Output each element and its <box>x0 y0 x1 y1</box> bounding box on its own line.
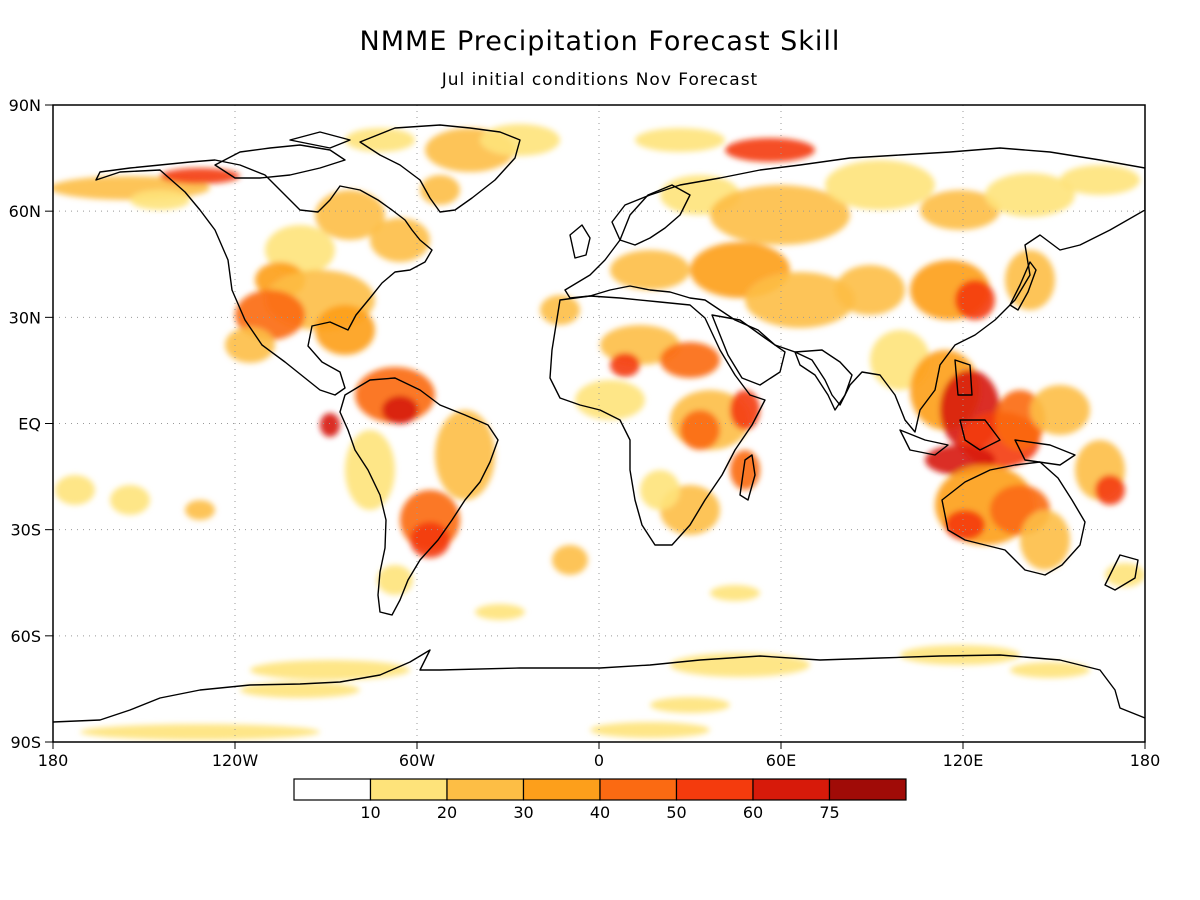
coast-africa <box>549 295 766 546</box>
colorbar-swatch <box>446 778 525 801</box>
map-subtitle: Jul initial conditions Nov Forecast <box>441 70 759 90</box>
lat-tick-label: 30N <box>9 308 41 327</box>
colorbar-label: 60 <box>743 803 763 822</box>
coast-japan <box>1009 261 1037 311</box>
coast-british-isles <box>569 224 591 259</box>
lat-tick-label: 90N <box>9 96 41 115</box>
coast-south-america <box>339 377 499 616</box>
coast-arctic-islands <box>214 131 351 179</box>
lon-tick-label: 180 <box>38 751 69 770</box>
coast-maritime <box>899 359 1076 466</box>
skill-field <box>53 124 1145 740</box>
colorbar-swatch <box>293 778 372 801</box>
colorbar-label: 20 <box>437 803 457 822</box>
coast-north-america <box>95 159 433 396</box>
lon-tick-label: 0 <box>594 751 604 770</box>
skill-shading <box>53 124 1145 740</box>
colorbar-label: 10 <box>360 803 380 822</box>
coast-scandinavia <box>619 184 691 246</box>
colorbar-swatch <box>369 778 448 801</box>
coast-eurasia <box>564 147 1145 433</box>
lat-tick-label: 90S <box>10 733 41 752</box>
colorbar-label: 50 <box>666 803 686 822</box>
longitude-labels: 180 120W 60W 0 60E 120E 180 <box>38 742 1161 770</box>
coast-antarctica <box>53 649 1145 723</box>
lon-tick-label: 120E <box>943 751 984 770</box>
map-title: NMME Precipitation Forecast Skill <box>359 26 841 57</box>
colorbar-label: 40 <box>590 803 610 822</box>
colorbar-swatch <box>522 778 601 801</box>
lon-tick-label: 60E <box>766 751 796 770</box>
colorbar-label: 75 <box>819 803 839 822</box>
lat-tick-label: EQ <box>18 415 41 434</box>
latitude-labels: 90N 60N 30N EQ 30S 60S 90S <box>9 96 53 752</box>
lon-tick-label: 180 <box>1130 751 1161 770</box>
colorbar-swatch <box>752 778 831 801</box>
coastlines <box>53 124 1145 723</box>
lat-tick-label: 60N <box>9 202 41 221</box>
colorbar-label: 30 <box>513 803 533 822</box>
lat-tick-label: 60S <box>10 627 41 646</box>
lat-tick-label: 30S <box>10 521 41 540</box>
coast-madagascar <box>739 454 756 501</box>
coast-australia <box>941 461 1086 576</box>
coast-new-zealand <box>1104 554 1139 591</box>
coast-arabia <box>711 314 786 386</box>
colorbar-swatch <box>599 778 678 801</box>
coast-greenland <box>359 124 521 213</box>
colorbar-swatch <box>675 778 754 801</box>
lon-tick-label: 60W <box>399 751 435 770</box>
coast-india <box>794 349 853 411</box>
colorbar-swatch <box>828 778 907 801</box>
colorbar: 10 20 30 40 50 60 75 <box>293 778 907 822</box>
lon-tick-label: 120W <box>212 751 259 770</box>
lat-lon-grid <box>53 105 1145 742</box>
